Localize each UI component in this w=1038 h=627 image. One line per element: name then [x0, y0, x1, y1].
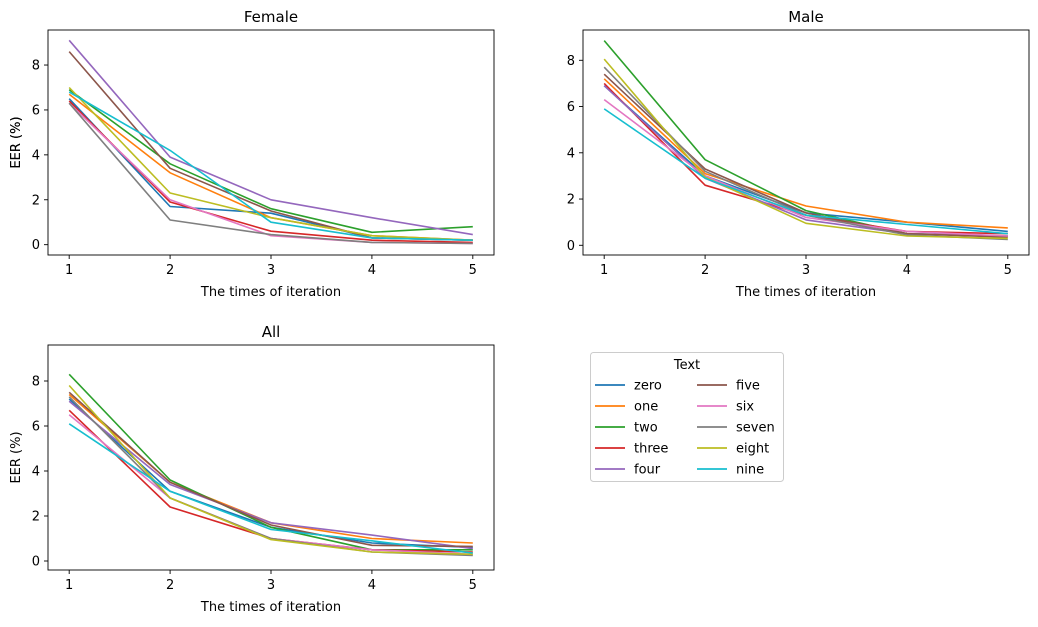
x-axis-label: The times of iteration	[735, 285, 876, 300]
y-axis-label: EER (%)	[9, 116, 24, 168]
series-line-three	[68, 409, 473, 553]
series-line-nine	[603, 108, 1008, 235]
legend-label-one: one	[634, 400, 658, 415]
legend-title: Text	[673, 358, 700, 373]
legend-label-nine: nine	[736, 463, 764, 478]
series-line-eight	[68, 86, 473, 241]
series-line-zero	[603, 85, 1008, 233]
y-tick-label: 8	[32, 375, 40, 390]
panel-title: Male	[788, 8, 824, 26]
x-tick-label: 5	[469, 263, 477, 278]
series-line-nine	[68, 91, 473, 241]
panel-all: All 1 2 3 4 5 0 2 4 6 8 The times of iteration EER (…	[9, 323, 495, 615]
plot-frame	[47, 344, 495, 571]
y-tick-label: 6	[32, 103, 40, 118]
x-tick-label: 2	[701, 263, 709, 278]
x-tick-label: 4	[368, 578, 376, 593]
series-line-nine	[68, 423, 473, 554]
legend-label-eight: eight	[736, 442, 769, 457]
series-line-eight	[68, 384, 473, 556]
legend-label-six: six	[736, 400, 754, 415]
series-line-four	[68, 400, 473, 550]
legend-box	[590, 352, 784, 482]
x-tick-label: 2	[166, 578, 174, 593]
legend-label-four: four	[634, 463, 661, 478]
y-tick-label: 4	[32, 148, 40, 163]
y-tick-label: 6	[32, 420, 40, 435]
series-line-eight	[603, 58, 1008, 240]
y-tick-label: 8	[32, 59, 40, 74]
x-axis-label: The times of iteration	[200, 285, 341, 300]
panel-title: Female	[244, 8, 298, 26]
y-tick-label: 4	[32, 465, 40, 480]
panel-female: Female 1 2 3 4 5 0 2 4 6 8 The times of iteration EE…	[9, 8, 495, 300]
legend-label-zero: zero	[634, 379, 662, 394]
x-tick-label: 1	[65, 263, 73, 278]
y-tick-label: 2	[32, 193, 40, 208]
legend-label-three: three	[634, 442, 668, 457]
y-tick-label: 0	[32, 238, 40, 253]
series-line-seven	[68, 102, 473, 245]
series-line-six	[68, 414, 473, 556]
y-axis-label: EER (%)	[9, 116, 24, 168]
legend-label-seven: seven	[736, 421, 775, 436]
x-tick-label: 4	[368, 263, 376, 278]
series-line-five	[603, 73, 1008, 238]
series-line-six	[603, 98, 1008, 237]
series-line-two	[68, 89, 473, 234]
series-line-zero	[68, 98, 473, 241]
x-tick-label: 2	[166, 263, 174, 278]
x-axis-label: The times of iteration	[200, 600, 341, 615]
x-tick-label: 3	[267, 578, 275, 593]
y-tick-label: 0	[32, 555, 40, 570]
series-line-seven	[68, 396, 473, 557]
x-tick-label: 5	[1004, 263, 1012, 278]
x-tick-label: 1	[65, 578, 73, 593]
y-tick-label: 8	[567, 54, 575, 69]
y-axis-label: EER (%)	[9, 431, 24, 483]
series-line-five	[68, 51, 473, 241]
series-line-four	[68, 39, 473, 236]
legend-label-five: five	[736, 379, 760, 394]
legend-label-two: two	[634, 421, 658, 436]
x-tick-label: 4	[903, 263, 911, 278]
x-tick-label: 3	[802, 263, 810, 278]
y-tick-label: 0	[567, 239, 575, 254]
panel-title: All	[262, 323, 281, 341]
legend: Text zero one two three four five six seven eight…	[590, 352, 784, 482]
x-tick-label: 1	[600, 263, 608, 278]
y-tick-label: 4	[567, 146, 575, 161]
panel-male: Male 1 2 3 4 5 0 2 4 6 8 The times of iteration EER …	[9, 8, 1030, 300]
plot-frame	[582, 29, 1030, 256]
x-tick-label: 5	[469, 578, 477, 593]
y-tick-label: 6	[567, 100, 575, 115]
y-tick-label: 2	[567, 193, 575, 208]
y-tick-label: 2	[32, 510, 40, 525]
series-line-one	[603, 78, 1008, 229]
x-tick-label: 3	[267, 263, 275, 278]
